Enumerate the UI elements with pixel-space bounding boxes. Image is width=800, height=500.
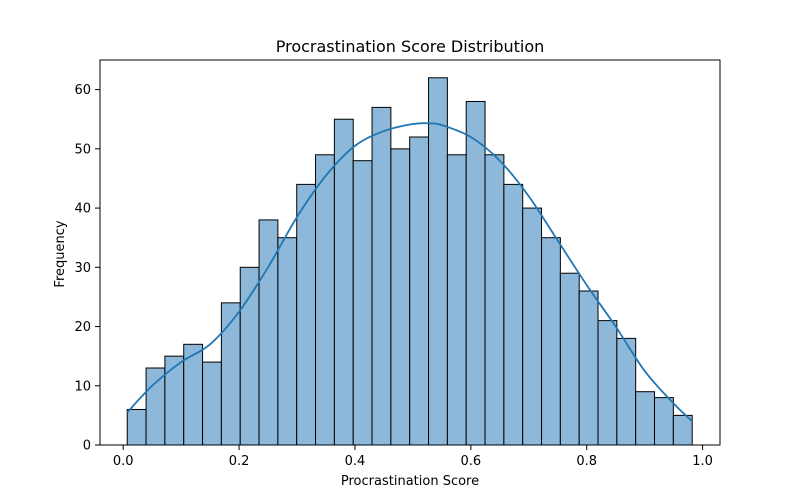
histogram-bar [635,391,656,446]
histogram-bar [145,367,166,446]
x-tick-label: 0.6 [460,454,481,469]
histogram-bar [390,148,411,446]
histogram-bar [126,408,147,446]
histogram-bar [578,290,599,446]
kde-curve [126,122,693,422]
plot-area: 0.0 0.2 0.4 0.6 0.8 1.0 0 10 20 30 40 50 60 [74,59,721,469]
histogram-bar [371,106,392,446]
histogram-bar [465,100,486,446]
histogram-bar [559,272,580,446]
histogram-bar [428,77,448,446]
y-tick-label: 30 [74,261,91,276]
y-tick-label: 0 [83,439,91,454]
histogram-bar [220,302,241,446]
histogram-bar [446,154,467,446]
histogram-bar [541,237,561,446]
y-tick-label: 10 [74,379,91,394]
x-axis-label: Procrastination Score [341,474,479,489]
y-tick-label: 50 [74,142,91,157]
x-tick-label: 0.0 [113,454,134,469]
y-tick-label: 40 [74,202,91,217]
histogram-bar [654,397,674,446]
histogram-bar [333,118,354,446]
x-tick-label: 0.4 [345,454,366,469]
histogram-bar [202,361,222,446]
plot-frame [99,59,721,446]
histogram-bar [503,183,524,446]
y-axis-label: Frequency [53,220,68,287]
y-tick-label: 60 [74,83,91,98]
chart-title: Procrastination Score Distribution [276,37,545,56]
histogram-bar [164,355,185,446]
histogram-bar [239,266,260,446]
histogram-bar [597,320,618,446]
histogram-bar [409,136,430,446]
histogram-bar [522,207,543,446]
histogram-bar [484,154,505,446]
x-tick-label: 0.2 [229,454,250,469]
histogram-bar [296,183,317,446]
histogram-bar [315,154,335,446]
x-tick-label: 1.0 [692,454,713,469]
histogram-bar [277,237,298,446]
histogram-bar [352,160,373,446]
x-tick-label: 0.8 [576,454,597,469]
y-tick-label: 20 [74,320,91,335]
